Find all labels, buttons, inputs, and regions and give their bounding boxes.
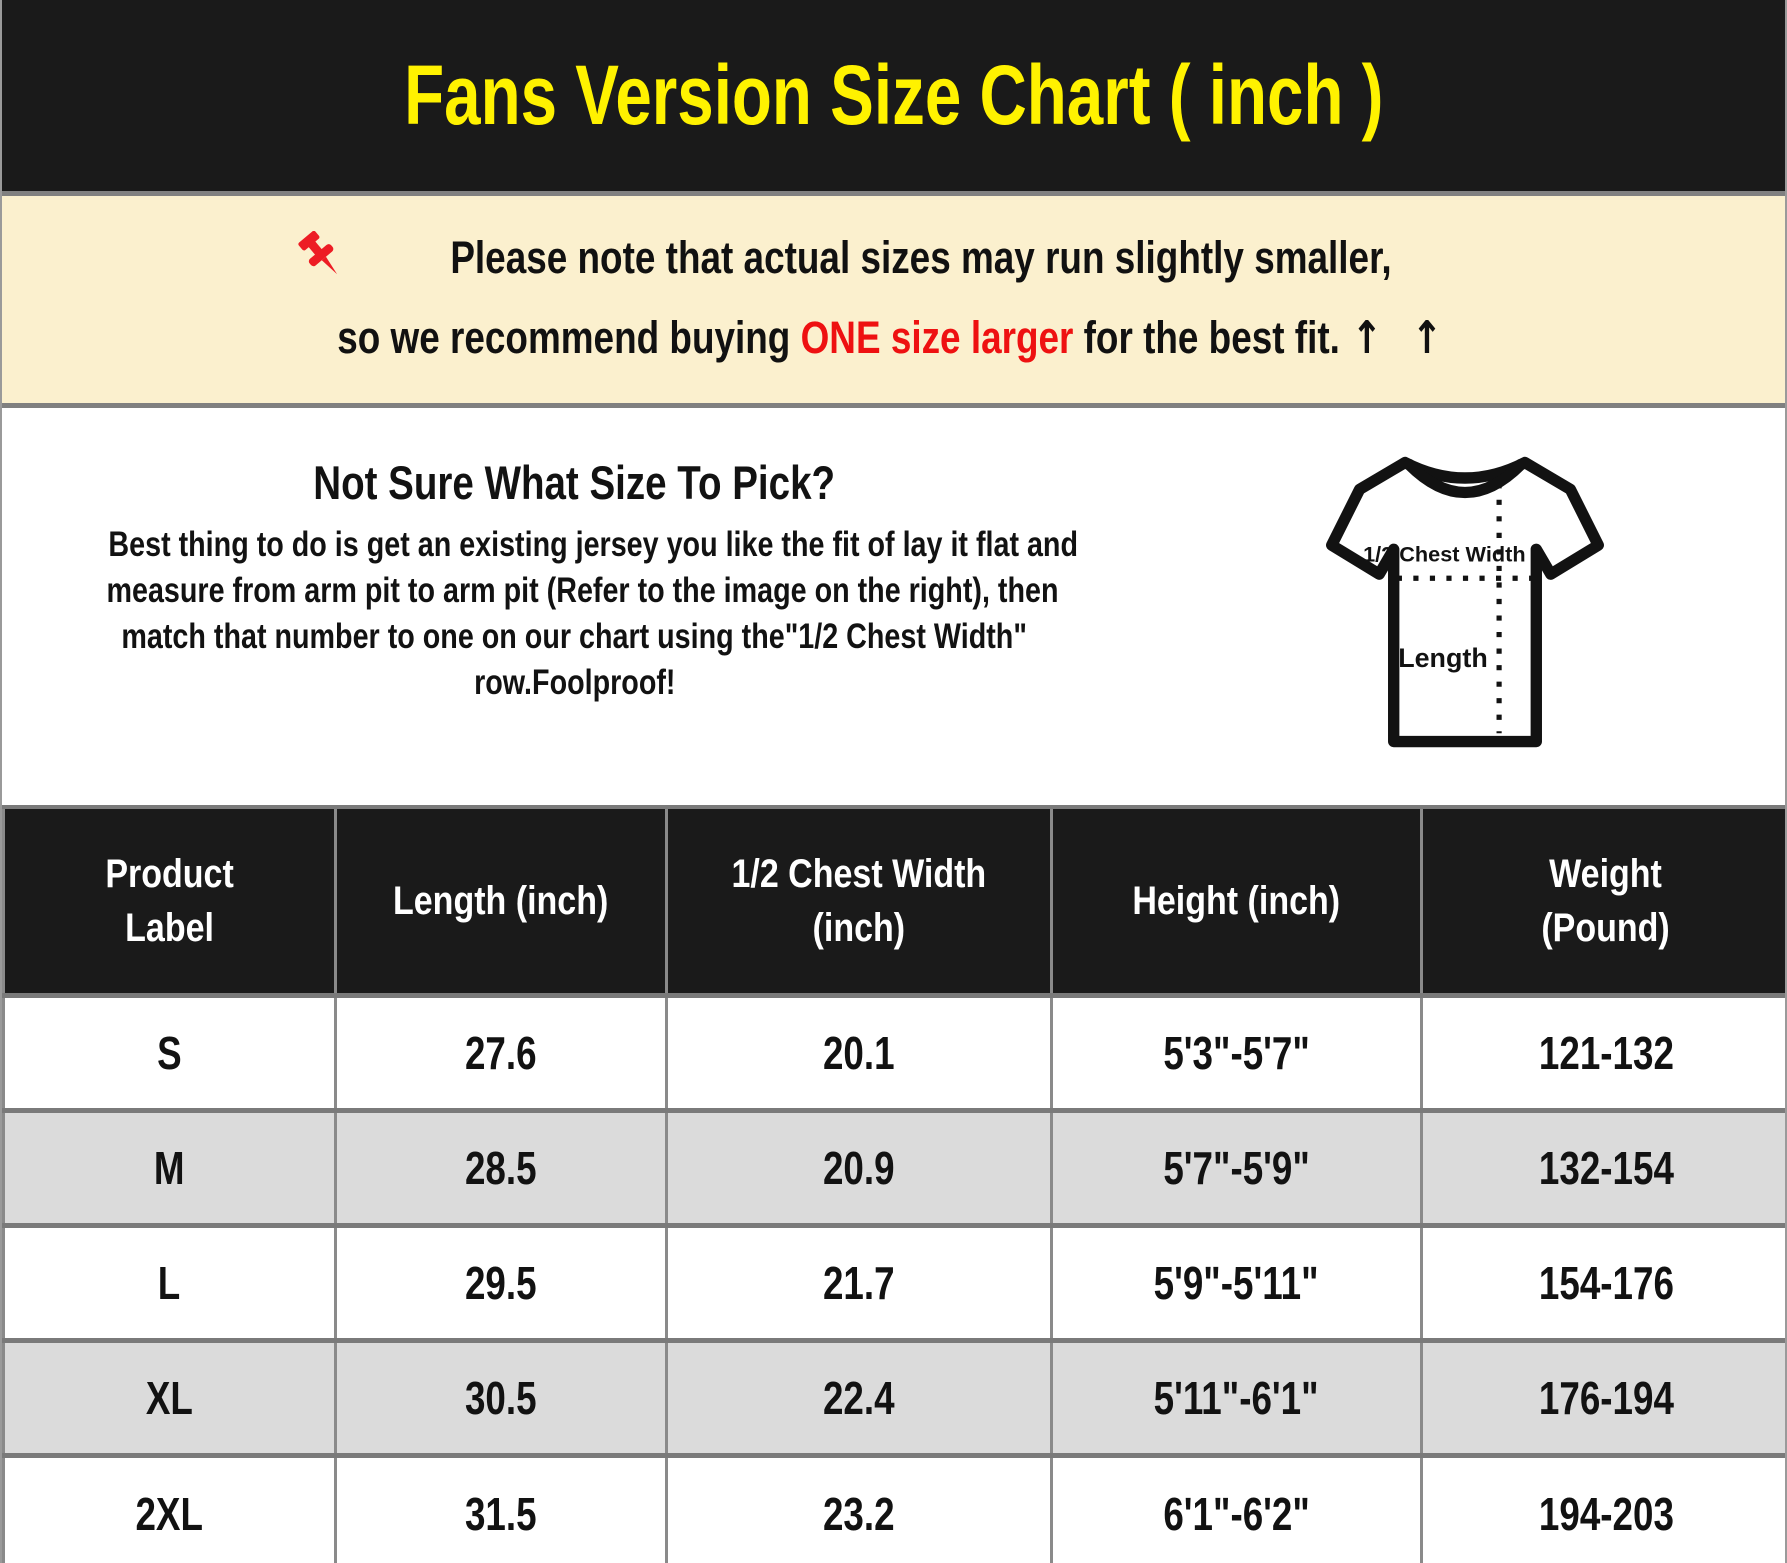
cell-m-length: 28.5: [334, 1107, 668, 1225]
pushpin-icon: [293, 230, 345, 283]
page-title: Fans Version Size Chart ( inch ): [403, 48, 1384, 142]
cell-2xl-height: 6'1"-6'2": [1050, 1452, 1423, 1563]
cell-2xl-label: 2XL: [2, 1452, 337, 1563]
cell-2xl-chest: 23.2: [665, 1452, 1053, 1563]
cell-l-label: L: [2, 1222, 337, 1340]
cell-l-weight: 154-176: [1420, 1222, 1785, 1340]
guide-heading: Not Sure What Size To Pick?: [313, 456, 836, 509]
guide-line-4: row.Foolproof!: [473, 663, 676, 702]
size-guide-section: Not Sure What Size To Pick? Best thing t…: [2, 408, 1785, 805]
note-text-2: so we recommend buying ONE size larger f…: [337, 302, 1450, 374]
tshirt-collar: [1403, 458, 1527, 499]
tshirt-outline: [1326, 456, 1604, 748]
size-table: Product Label Length (inch) 1/2 Chest Wi…: [2, 805, 1785, 1563]
note-highlight: ONE size larger: [800, 312, 1073, 363]
table-row-xl: XL 30.5 22.4 5'11"-6'1" 176-194: [2, 1337, 1785, 1455]
length-label: Length: [1398, 643, 1488, 673]
col-header-chest-width: 1/2 Chest Width (inch): [665, 805, 1053, 998]
cell-l-chest: 21.7: [665, 1222, 1053, 1340]
cell-m-height: 5'7"-5'9": [1050, 1107, 1423, 1225]
guide-line-2: measure from arm pit to arm pit (Refer t…: [106, 571, 1059, 610]
note-line-1: Please note that actual sizes may run sl…: [2, 222, 1785, 294]
cell-l-length: 29.5: [334, 1222, 668, 1340]
col-header-weight: Weight (Pound): [1420, 805, 1785, 998]
note-text-1: Please note that actual sizes may run sl…: [449, 232, 1392, 283]
cell-xl-chest: 22.4: [665, 1337, 1053, 1455]
col-header-height: Height (inch): [1050, 805, 1423, 998]
cell-xl-weight: 176-194: [1420, 1337, 1785, 1455]
cell-s-height: 5'3"-5'7": [1050, 992, 1423, 1110]
col-header-length: Length (inch): [334, 805, 668, 998]
cell-xl-height: 5'11"-6'1": [1050, 1337, 1423, 1455]
guide-line-3: match that number to one on our chart us…: [121, 617, 1028, 656]
note-text-2-post: for the best fit.: [1072, 312, 1340, 363]
cell-m-weight: 132-154: [1420, 1107, 1785, 1225]
cell-m-chest: 20.9: [665, 1107, 1053, 1225]
cell-2xl-length: 31.5: [334, 1452, 668, 1563]
cell-xl-label: XL: [2, 1337, 337, 1455]
table-row-l: L 29.5 21.7 5'9"-5'11" 154-176: [2, 1222, 1785, 1340]
table-header-row: Product Label Length (inch) 1/2 Chest Wi…: [2, 805, 1785, 998]
table-row-s: S 27.6 20.1 5'3"-5'7" 121-132: [2, 992, 1785, 1110]
cell-s-weight: 121-132: [1420, 992, 1785, 1110]
col-header-product-label: Product Label: [2, 805, 337, 998]
note-banner: Please note that actual sizes may run sl…: [2, 196, 1785, 408]
up-arrows: ↑ ↑: [1350, 311, 1451, 364]
cell-l-height: 5'9"-5'11": [1050, 1222, 1423, 1340]
size-guide-text: Not Sure What Size To Pick? Best thing t…: [2, 408, 1147, 805]
chest-width-label: 1/2 Chest Width: [1363, 542, 1525, 567]
cell-xl-length: 30.5: [334, 1337, 668, 1455]
table-row-2xl: 2XL 31.5 23.2 6'1"-6'2" 194-203: [2, 1452, 1785, 1563]
cell-s-label: S: [2, 992, 337, 1110]
note-text-2-pre: so we recommend buying: [336, 312, 801, 363]
cell-s-length: 27.6: [334, 992, 668, 1110]
cell-s-chest: 20.1: [665, 992, 1053, 1110]
cell-m-label: M: [2, 1107, 337, 1225]
note-line-2: so we recommend buying ONE size larger f…: [2, 302, 1785, 374]
cell-2xl-weight: 194-203: [1420, 1452, 1785, 1563]
table-row-m: M 28.5 20.9 5'7"-5'9" 132-154: [2, 1107, 1785, 1225]
tshirt-diagram: 1/2 Chest Width Length: [1315, 408, 1615, 805]
title-bar: Fans Version Size Chart ( inch ): [2, 0, 1785, 196]
guide-line-1: Best thing to do is get an existing jers…: [108, 525, 1079, 564]
